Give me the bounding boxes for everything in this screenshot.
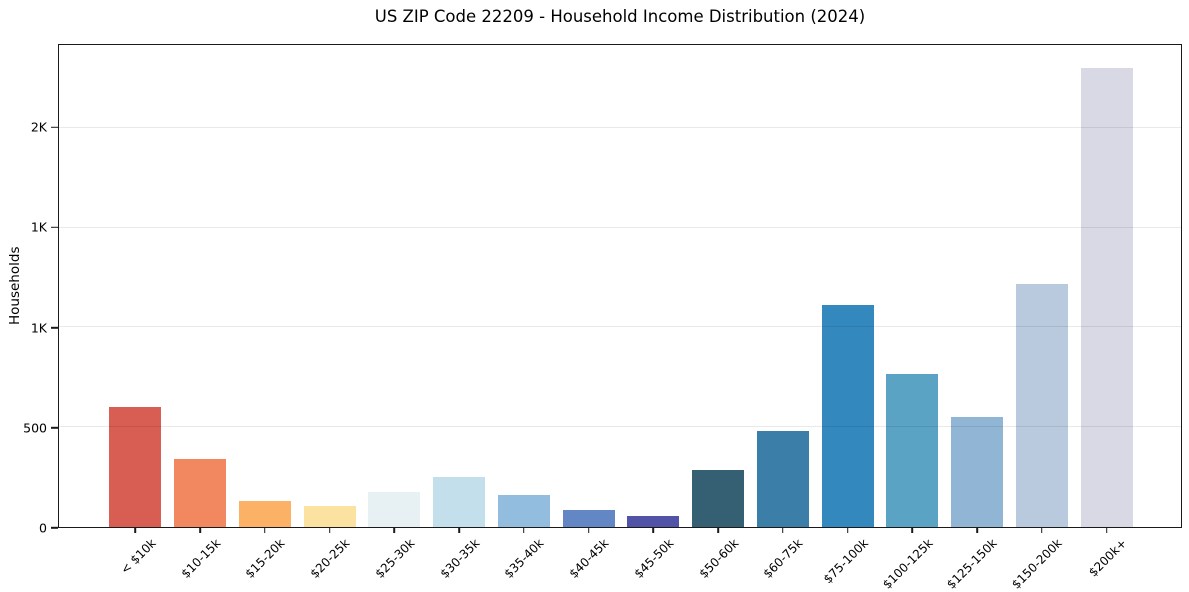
x-axis-label: $10-15k [178,536,224,581]
x-axis-label: $125-150k [944,536,1001,592]
y-axis: 0 500 1K 1K 2K [23,44,58,536]
y-tick-label: 2K [30,119,47,135]
bar [174,459,227,527]
x-tick-mark [587,528,590,533]
bar [1015,283,1068,527]
bar-slot: $100-125k [880,45,945,592]
x-tick-mark [717,528,719,533]
bar-slot: $75-100k [815,45,880,586]
x-tick-mark [328,528,331,533]
y-tick-label: 1K [30,320,47,336]
x-tick-mark [393,528,396,533]
bar [433,477,486,527]
bar-slot: $35-40k [492,45,557,581]
x-axis-label: $200k+ [1086,536,1130,580]
y-tick-label: 0 [39,520,47,536]
x-axis-label: $45-50k [631,536,677,581]
bar [368,492,421,527]
bar-slot: $125-150k [944,45,1010,592]
x-axis-label: $15-20k [242,536,288,581]
y-tick-mark [51,427,58,429]
bar-slot: $25-30k [362,45,427,581]
bar [303,506,356,527]
bar [756,431,809,527]
bar-slot: $15-20k [233,45,298,581]
bar [238,501,291,527]
bar [886,374,939,527]
bar [497,495,550,527]
bar [109,407,162,527]
x-tick-mark [523,528,525,533]
bar [1080,67,1133,527]
x-axis-label: $25-30k [372,536,418,581]
x-tick-mark [846,528,849,533]
x-axis-label: $30-35k [437,536,483,581]
bar-slot: $200k+ [1074,45,1139,580]
bar-slot: $40-45k [556,45,621,581]
y-tick-mark [51,326,58,329]
y-tick-label: 500 [23,420,47,436]
x-axis-label: $150-200k [1009,536,1065,592]
bar [627,515,680,527]
y-axis-label: Households [7,246,23,326]
x-axis-label: $50-60k [696,536,742,581]
bars-track: < $10k $10-15k $15-20k $20-25k $25-30k $30-35… [103,45,1139,592]
x-axis-label: $20-25k [307,536,353,581]
x-tick-mark [782,528,784,533]
x-axis-label: $100-125k [879,536,936,592]
y-tick-label: 1K [30,219,47,235]
x-tick-mark [911,528,914,533]
bar-slot: $60-75k [751,45,816,581]
x-tick-mark [264,528,266,533]
x-tick-mark [652,528,655,533]
bar-slot: $20-25k [297,45,362,581]
bar [692,470,745,527]
x-tick-mark [458,528,460,533]
bar-slot: $50-60k [686,45,751,581]
x-tick-mark [1041,528,1043,533]
bar [821,305,874,527]
x-tick-mark [199,528,201,533]
chart-title: US ZIP Code 22209 - Household Income Dis… [374,7,866,26]
x-axis-label: < $10k [117,536,159,577]
bar-slot: $10-15k [168,45,233,581]
x-axis-label: $60-75k [760,536,806,581]
y-tick-mark [51,226,58,229]
x-tick-mark [976,528,978,533]
bar-slot: $45-50k [621,45,686,581]
x-tick-mark [134,528,137,533]
y-tick-mark [51,126,58,128]
bar [562,509,615,527]
x-axis-label: $75-100k [820,536,871,587]
plot-area: < $10k $10-15k $15-20k $20-25k $25-30k $30-35… [58,44,1182,592]
x-axis-label: $35-40k [501,536,547,581]
x-tick-mark [1105,528,1108,533]
bar-slot: $30-35k [427,45,492,581]
bar-slot: $150-200k [1009,45,1075,592]
x-axis-label: $40-45k [566,536,612,581]
y-tick-mark [51,527,58,529]
bar [951,417,1004,527]
bar-slot: < $10k [103,45,168,577]
